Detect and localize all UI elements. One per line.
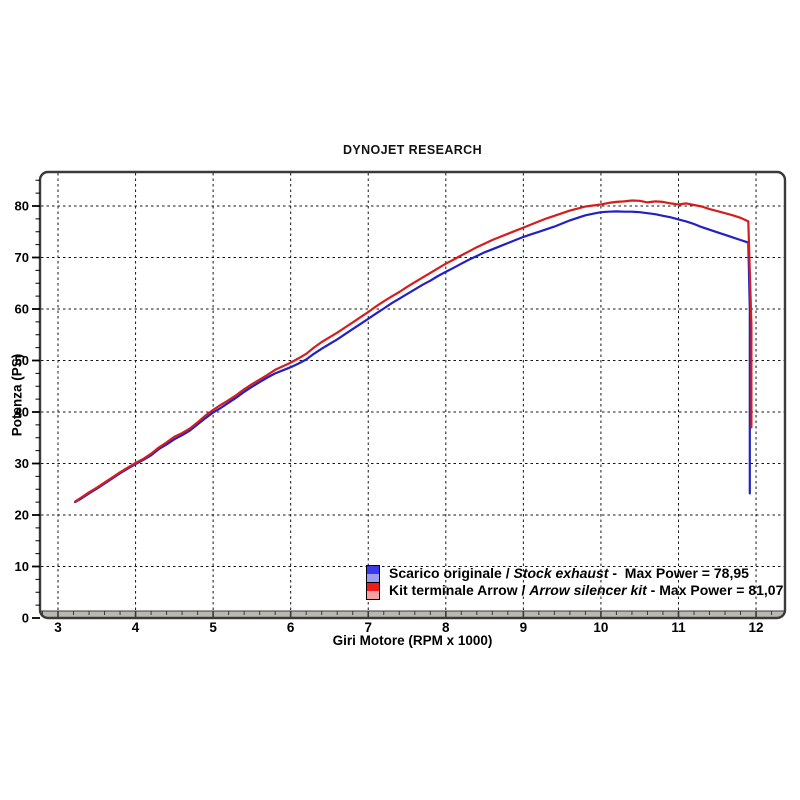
y-tick-label: 50 [15, 353, 29, 368]
x-axis-bar [40, 611, 785, 618]
x-tick-label: 9 [520, 620, 528, 635]
y-tick-label: 60 [15, 302, 29, 317]
x-tick-label: 10 [593, 620, 608, 635]
legend-stock-italic: Stock exhaust [513, 565, 609, 581]
stock-power-curve [73, 210, 751, 504]
legend-arrow-italic: Arrow silencer kit [529, 582, 647, 598]
x-tick-label: 7 [364, 620, 372, 635]
legend-entry-arrow: Kit terminale Arrow / Arrow silencer kit… [366, 581, 783, 600]
y-tick-label: 10 [15, 559, 29, 574]
y-tick-label: 0 [22, 611, 29, 626]
legend-stock-prefix: Scarico originale / [389, 565, 514, 581]
x-tick-label: 11 [671, 620, 686, 635]
legend-arrow-prefix: Kit terminale Arrow / [389, 582, 530, 598]
x-tick-label: 6 [287, 620, 295, 635]
legend-label-arrow: Kit terminale Arrow / Arrow silencer kit… [389, 582, 783, 599]
x-axis-label: Giri Motore (RPM x 1000) [332, 633, 493, 648]
arrow-power-curve [73, 199, 753, 503]
stock-series-swatch-icon [366, 564, 380, 583]
legend-stock-sep: - [608, 565, 625, 581]
y-tick-label: 20 [15, 508, 29, 523]
legend-arrow-max-value: 81,07 [748, 582, 784, 598]
legend-arrow-max-label: Max Power = [659, 582, 749, 598]
y-tick-label: 70 [15, 250, 29, 265]
legend-stock-max-value: 78,95 [713, 565, 749, 581]
y-tick-label: 40 [15, 405, 29, 420]
chart-title: DYNOJET RESEARCH [342, 143, 483, 157]
x-tick-label: 8 [442, 620, 450, 635]
y-tick-label: 80 [15, 199, 29, 214]
x-tick-label: 12 [749, 620, 764, 635]
arrow-series-swatch-icon [366, 581, 380, 600]
legend-entry-stock: Scarico originale / Stock exhaust - Max … [366, 564, 783, 583]
y-axis-label: Potenza (PS) [9, 353, 25, 437]
legend: Scarico originale / Stock exhaust - Max … [366, 564, 783, 600]
y-tick-label: 30 [15, 456, 29, 471]
legend-arrow-sep: - [646, 582, 660, 598]
x-tick-label: 3 [54, 620, 62, 635]
legend-stock-max-label: Max Power = [624, 565, 714, 581]
x-tick-label: 5 [209, 620, 217, 635]
plot-frame [38, 170, 787, 620]
legend-label-stock: Scarico originale / Stock exhaust - Max … [389, 565, 749, 582]
x-tick-label: 4 [132, 620, 140, 635]
